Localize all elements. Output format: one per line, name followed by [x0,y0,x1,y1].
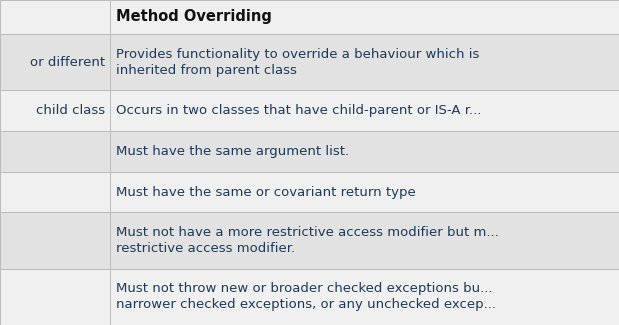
Text: Occurs in two classes that have child-parent or IS-A r...: Occurs in two classes that have child-pa… [116,104,482,117]
Bar [0,90,110,131]
Bar [110,0,619,34]
Bar [0,34,110,90]
Bar [0,269,110,325]
Bar [0,172,110,213]
Bar [0,213,110,269]
Bar [0,131,110,172]
Text: Must not throw new or broader checked exceptions bu...: Must not throw new or broader checked ex… [116,282,493,295]
Text: inherited from parent class: inherited from parent class [116,64,297,77]
Bar [110,269,619,325]
Bar [110,34,619,90]
Bar [110,90,619,131]
Text: Must have the same argument list.: Must have the same argument list. [116,145,349,158]
Text: child class: child class [36,104,105,117]
Text: Method Overriding: Method Overriding [116,9,272,24]
Text: Must have the same or covariant return type: Must have the same or covariant return t… [116,186,416,199]
Text: Must not have a more restrictive access modifier but m...: Must not have a more restrictive access … [116,226,499,239]
Bar [110,131,619,172]
Bar [110,213,619,269]
Bar [110,172,619,213]
Text: restrictive access modifier.: restrictive access modifier. [116,242,295,255]
Text: narrower checked exceptions, or any unchecked excep...: narrower checked exceptions, or any unch… [116,298,496,311]
Text: or different: or different [30,56,105,69]
Text: Provides functionality to override a behaviour which is: Provides functionality to override a beh… [116,47,480,60]
Bar [0,0,110,34]
